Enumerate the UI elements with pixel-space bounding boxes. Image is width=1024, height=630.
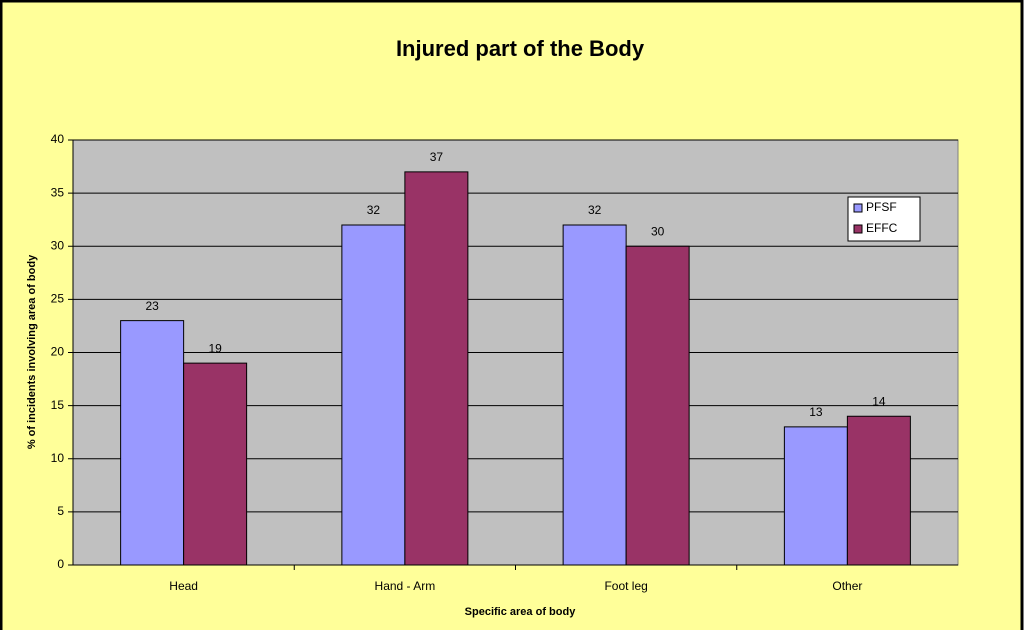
data-label: 13 xyxy=(809,405,823,419)
data-label: 37 xyxy=(430,150,444,164)
bar xyxy=(120,320,185,566)
y-tick-label: 30 xyxy=(51,238,65,252)
x-tick-label: Other xyxy=(832,579,862,593)
y-tick-label: 15 xyxy=(51,398,65,412)
y-tick-label: 0 xyxy=(57,557,64,571)
bars: 23 19 32 37 32 30 13 14 xyxy=(120,150,911,566)
legend-swatch xyxy=(853,224,863,234)
x-tick-label: Foot leg xyxy=(604,579,647,593)
data-label: 19 xyxy=(208,341,222,355)
y-tick-label: 5 xyxy=(57,504,64,518)
legend: PFSF EFFC xyxy=(847,196,921,242)
data-label: 30 xyxy=(651,224,665,238)
x-tick-label: Head xyxy=(169,579,198,593)
y-axis-label: % of incidents involving area of body xyxy=(26,254,38,449)
legend-swatch xyxy=(853,203,863,213)
bar xyxy=(562,224,627,566)
legend-label: PFSF xyxy=(866,200,897,214)
y-tick-label: 25 xyxy=(51,292,65,306)
x-tick-label: Hand - Arm xyxy=(375,579,436,593)
legend-label: EFFC xyxy=(866,221,898,235)
data-label: 32 xyxy=(588,203,602,217)
data-label: 32 xyxy=(367,203,381,217)
x-axis-label: Specific area of body xyxy=(465,606,577,618)
bar xyxy=(846,415,911,566)
bar xyxy=(625,245,690,566)
y-tick-label: 40 xyxy=(51,132,65,146)
data-label: 14 xyxy=(872,394,886,408)
y-tick-label: 20 xyxy=(51,345,65,359)
y-tick-label: 10 xyxy=(51,451,65,465)
bar xyxy=(183,362,248,566)
y-tick-label: 35 xyxy=(51,185,65,199)
bar xyxy=(783,426,848,566)
bar xyxy=(404,171,469,566)
data-label: 23 xyxy=(145,299,159,313)
chart-title: Injured part of the Body xyxy=(396,36,645,61)
bar xyxy=(341,224,406,566)
